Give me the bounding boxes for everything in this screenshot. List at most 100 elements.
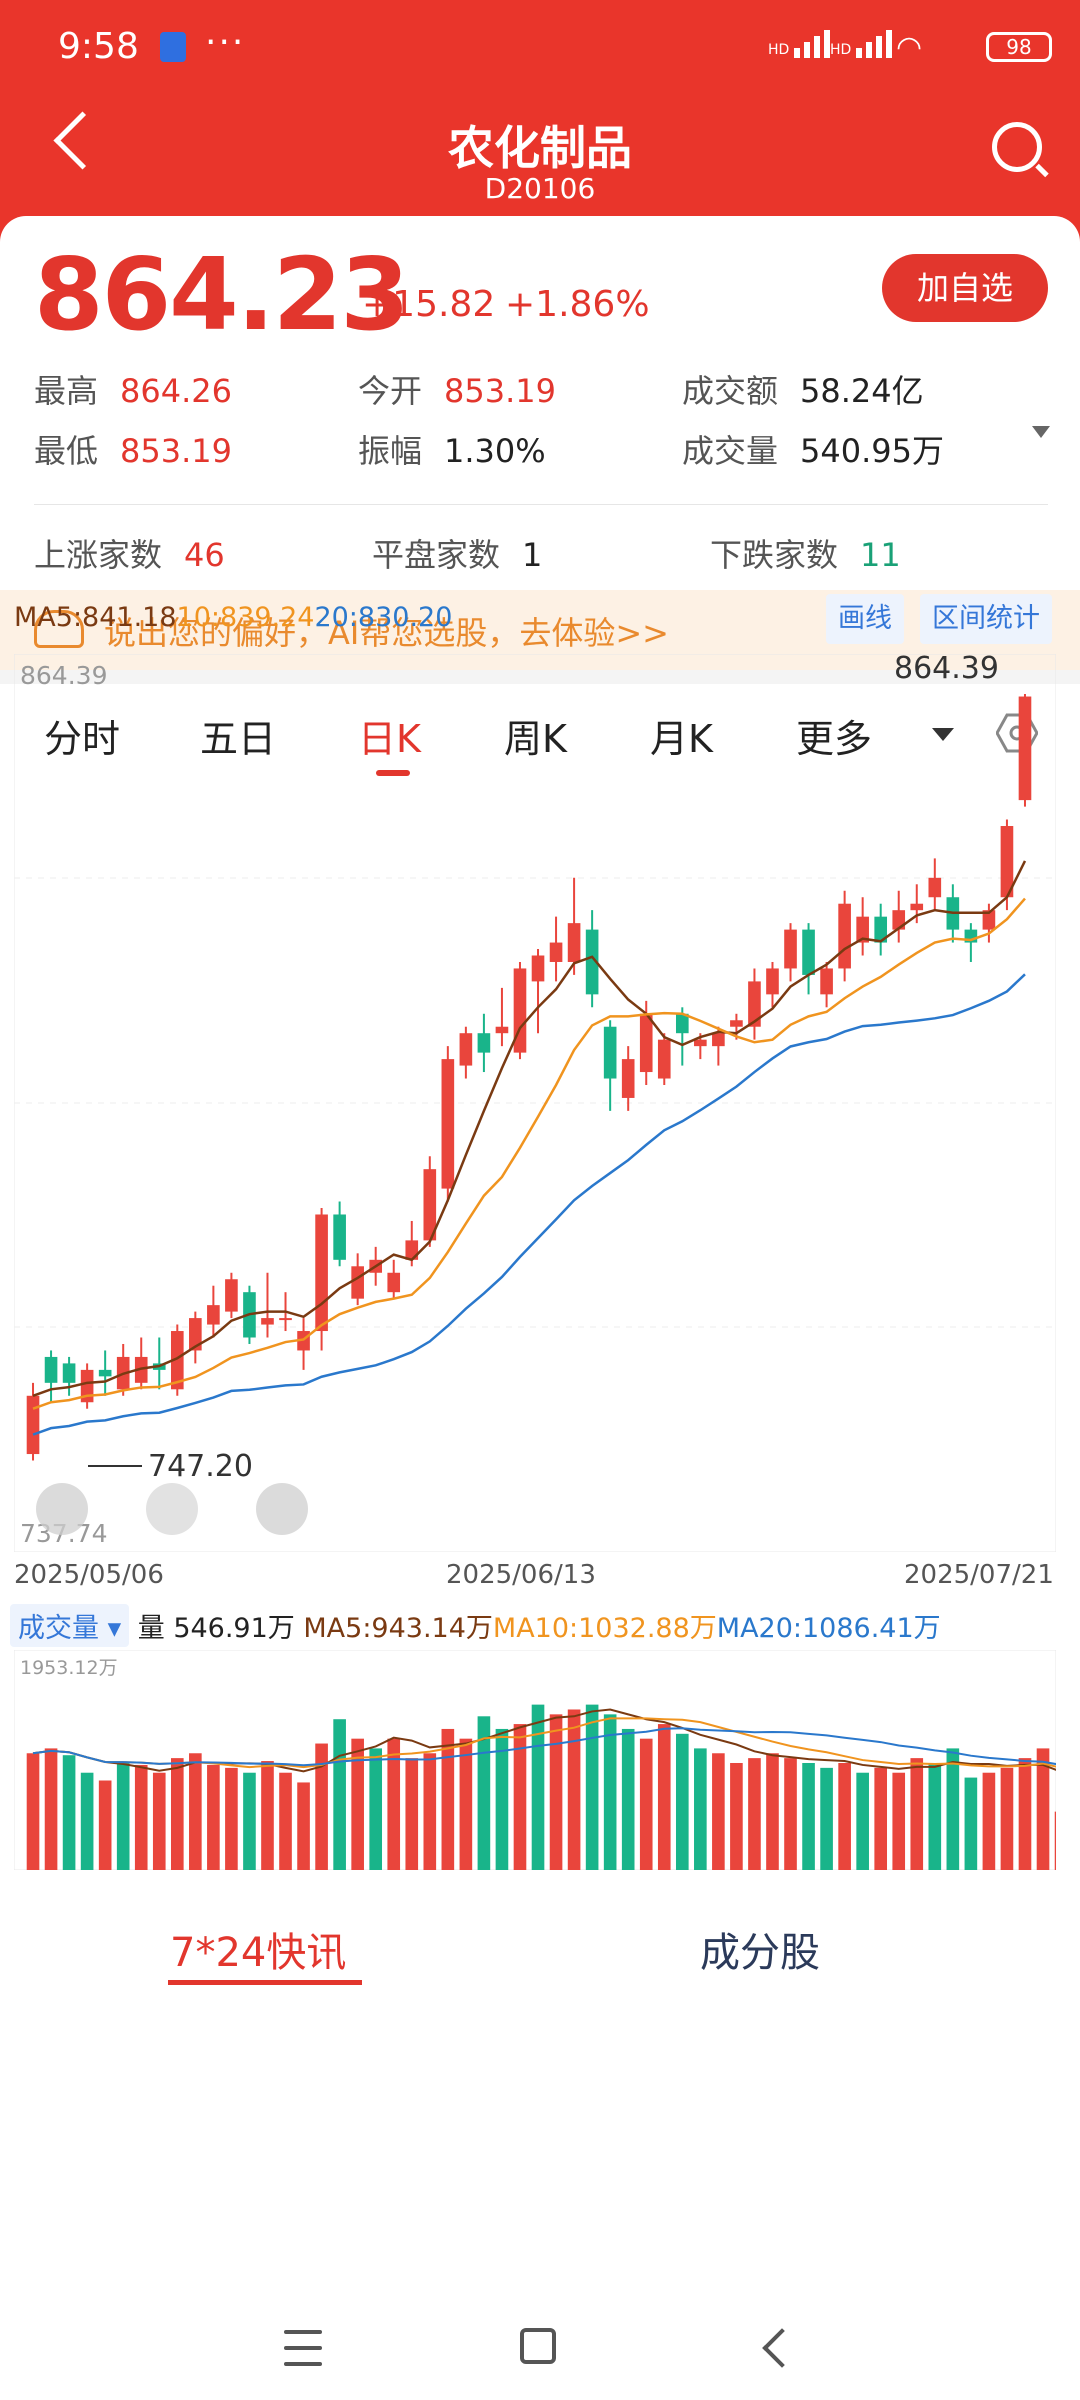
tab-intraday[interactable]: 分时 xyxy=(44,717,121,761)
volume-bar xyxy=(675,1733,689,1870)
fullscreen-icon xyxy=(256,1483,308,1535)
volume-bar xyxy=(712,1753,725,1870)
candle xyxy=(1000,826,1014,898)
signal-hd-label-2: HD xyxy=(830,42,852,58)
vol-ma5: MA5:943.14万 xyxy=(303,1613,493,1644)
search-icon[interactable] xyxy=(992,122,1042,172)
add-watchlist-button[interactable]: 加自选 xyxy=(882,254,1048,322)
volume-bar xyxy=(116,1762,130,1870)
candle xyxy=(748,981,761,1027)
date-mid: 2025/06/13 xyxy=(446,1560,596,1590)
candle xyxy=(279,1318,292,1321)
volume-bar xyxy=(1036,1748,1050,1870)
vol-ma10-line xyxy=(32,1717,1056,1769)
volume-bar xyxy=(26,1753,40,1870)
volume-bar xyxy=(549,1714,563,1870)
menu-icon[interactable] xyxy=(284,2330,322,2366)
candle xyxy=(207,1305,220,1325)
candle xyxy=(802,929,815,975)
section-separator xyxy=(0,670,1080,684)
volume-bar xyxy=(928,1762,942,1870)
ai-banner-text[interactable]: 说出您的偏好，AI帮您选股，去体验>> xyxy=(104,614,669,652)
advancers: 上涨家数 46 xyxy=(34,536,225,574)
price-change-pct: +1.86% xyxy=(505,284,650,325)
candle xyxy=(513,968,527,1053)
volume-bar xyxy=(62,1755,76,1870)
clock: 9:58 xyxy=(58,26,139,67)
home-icon[interactable] xyxy=(520,2328,556,2364)
candle xyxy=(62,1363,76,1383)
stat-amplitude: 振幅 1.30% xyxy=(358,432,546,470)
tab-daily-k[interactable]: 日K xyxy=(358,717,421,761)
ma5-value: MA5:841.18 xyxy=(14,602,177,633)
volume-bar xyxy=(134,1764,148,1870)
more-dots-icon: ··· xyxy=(205,22,246,63)
candle xyxy=(1018,696,1032,801)
tab-five-day[interactable]: 五日 xyxy=(200,717,277,761)
chevron-down-icon[interactable] xyxy=(932,728,954,741)
tab-monthly-k[interactable]: 月K xyxy=(650,717,713,761)
unchanged: 平盘家数 1 xyxy=(372,536,543,574)
ai-cloud-icon xyxy=(34,610,84,648)
ma5-line xyxy=(32,860,1027,1397)
signal-hd-label: HD xyxy=(768,42,790,58)
status-bar: 9:58 ··· HD HD ◠ 98 xyxy=(0,0,1080,100)
candle xyxy=(44,1356,58,1383)
system-navbar xyxy=(0,2300,1080,2400)
volume-chart[interactable]: 1953.12万 xyxy=(14,1650,1056,1870)
volume-bar xyxy=(80,1772,94,1870)
candle xyxy=(26,1395,40,1455)
tab-weekly-k[interactable]: 周K xyxy=(504,717,567,761)
volume-bar xyxy=(838,1762,851,1870)
range-stats-button[interactable]: 区间统计 xyxy=(920,594,1052,644)
candle xyxy=(225,1279,238,1312)
volume-legend: 成交量 ▾ 量 546.91万 MA5:943.14万MA10:1032.88万… xyxy=(10,1604,941,1647)
volume-bar xyxy=(784,1758,797,1870)
candle xyxy=(477,1033,491,1053)
stat-high: 最高 864.26 xyxy=(34,372,232,410)
volume-bar xyxy=(261,1761,274,1870)
volume-bar xyxy=(910,1758,924,1870)
app-header: 农化制品 D20106 xyxy=(0,100,1080,216)
nav-back-icon[interactable] xyxy=(762,2328,802,2368)
candle xyxy=(351,1266,364,1299)
tab-more[interactable]: 更多 xyxy=(796,717,873,761)
kline-chart[interactable]: 864.39 864.39 747.20 737.74 xyxy=(14,654,1056,1552)
candle xyxy=(531,955,545,982)
candle xyxy=(856,916,869,943)
draw-line-button[interactable]: 画线 xyxy=(826,594,904,644)
candle xyxy=(423,1169,437,1241)
volume-bar xyxy=(495,1728,509,1870)
volume-bar xyxy=(766,1753,779,1870)
candle xyxy=(170,1331,184,1390)
price-change: +15.82 xyxy=(362,284,496,325)
expand-stats-icon[interactable] xyxy=(1032,426,1050,438)
volume-bar xyxy=(405,1758,419,1870)
volume-selector[interactable]: 成交量 ▾ xyxy=(10,1604,130,1647)
volume-bar xyxy=(982,1772,996,1870)
candle xyxy=(657,1039,671,1079)
volume-bar xyxy=(730,1762,743,1870)
volume-bar xyxy=(477,1716,491,1870)
candle xyxy=(766,968,779,995)
volume-bar xyxy=(748,1758,761,1870)
volume-bar xyxy=(441,1728,455,1870)
tab-constituents[interactable]: 成分股 xyxy=(700,1930,820,1976)
candle xyxy=(910,903,924,911)
volume-bar xyxy=(1018,1758,1032,1870)
battery-icon: 98 xyxy=(986,32,1052,62)
tab-news[interactable]: 7*24快讯 xyxy=(170,1930,347,1976)
candle xyxy=(495,1026,509,1034)
zoom-out-icon xyxy=(146,1483,198,1535)
candle xyxy=(928,877,942,898)
stat-low: 最低 853.19 xyxy=(34,432,232,470)
volume-bar xyxy=(694,1748,707,1870)
volume-bar xyxy=(189,1753,202,1870)
stat-open: 今开 853.19 xyxy=(358,372,556,410)
volume-value: 量 546.91万 xyxy=(137,1613,295,1644)
volume-bar xyxy=(297,1782,310,1870)
bottom-tabs: 7*24快讯 成分股 xyxy=(0,1900,1080,2000)
volume-bar xyxy=(152,1772,166,1870)
ma-legend: MA5:841.1810:839.2420:830.20 xyxy=(14,602,452,633)
y-top-label: 864.39 xyxy=(20,661,107,690)
